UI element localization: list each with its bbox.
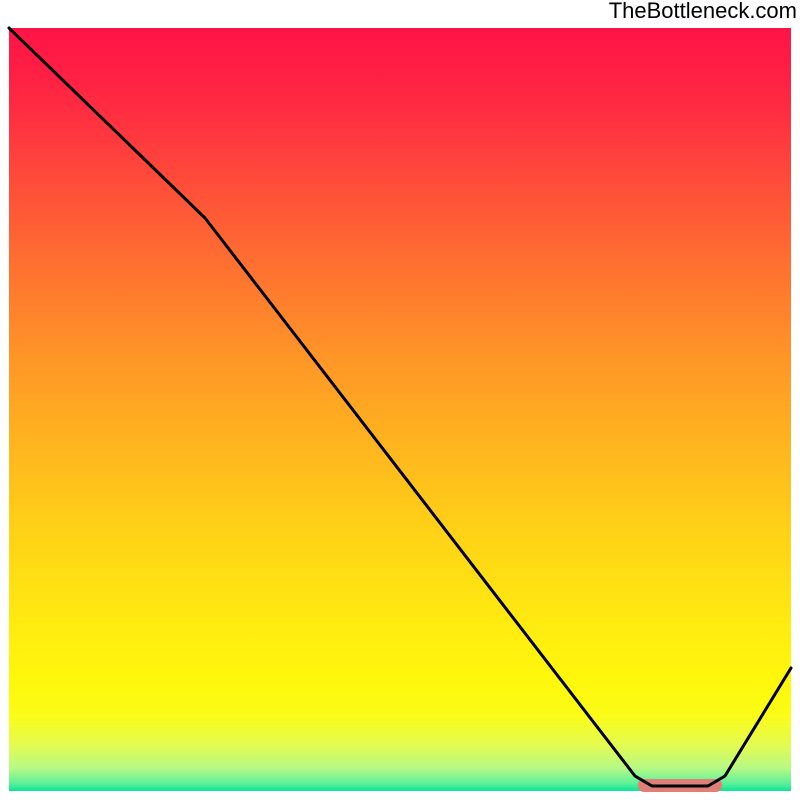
- chart-container: TheBottleneck.com: [0, 0, 800, 800]
- source-watermark: TheBottleneck.com: [609, 0, 797, 22]
- chart-svg: [0, 0, 800, 800]
